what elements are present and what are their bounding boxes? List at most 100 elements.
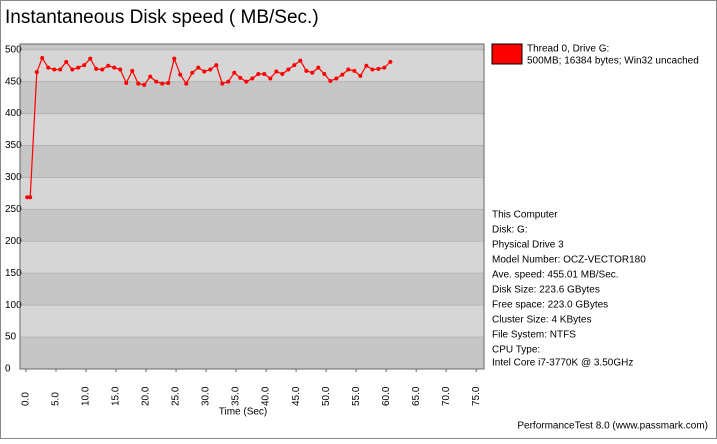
- x-tick-label: 75.0: [471, 386, 482, 406]
- info-line: Intel Core i7-3770K @ 3.50GHz: [492, 358, 633, 369]
- y-tick-label: 200: [5, 236, 22, 247]
- point: [46, 65, 51, 70]
- y-tick-label: 350: [5, 140, 22, 151]
- point: [178, 72, 183, 77]
- point: [298, 58, 303, 63]
- point: [346, 67, 351, 72]
- point: [70, 67, 75, 72]
- y-tick-label: 300: [5, 172, 22, 183]
- point: [238, 75, 243, 80]
- legend-label: Thread 0, Drive G:: [527, 44, 609, 55]
- point: [52, 67, 57, 72]
- point: [154, 79, 159, 84]
- footer: PerformanceTest 8.0 (www.passmark.com): [517, 421, 708, 432]
- band: [20, 44, 484, 50]
- point: [316, 65, 321, 70]
- point: [214, 63, 219, 68]
- point: [40, 56, 45, 61]
- point: [58, 67, 63, 72]
- point: [166, 80, 171, 85]
- x-tick-label: 45.0: [291, 386, 302, 406]
- point: [184, 81, 189, 86]
- x-tick-label: 10.0: [81, 386, 92, 406]
- x-tick-label: 50.0: [321, 386, 332, 406]
- info-line: Disk Size: 223.6 GBytes: [492, 285, 600, 296]
- point: [352, 68, 357, 73]
- info-line: This Computer: [492, 210, 558, 221]
- point: [304, 68, 309, 73]
- x-tick-label: 20.0: [141, 386, 152, 406]
- point: [160, 81, 165, 86]
- point: [250, 76, 255, 81]
- point: [280, 72, 285, 77]
- band: [20, 81, 484, 114]
- point: [262, 72, 267, 77]
- info-line: Free space: 223.0 GBytes: [492, 300, 608, 311]
- point: [328, 79, 333, 84]
- x-tick-label: 70.0: [441, 386, 452, 406]
- info-line: File System: NTFS: [492, 330, 576, 341]
- band: [20, 49, 484, 82]
- point: [310, 70, 315, 75]
- x-tick-label: 0.0: [21, 392, 32, 406]
- point: [322, 72, 327, 77]
- point: [82, 63, 87, 68]
- y-tick-label: 250: [5, 204, 22, 215]
- point: [100, 67, 105, 72]
- point: [274, 69, 279, 74]
- band: [20, 337, 484, 369]
- info-line: Model Number: OCZ-VECTOR180: [492, 255, 646, 266]
- info-line: Ave. speed: 455.01 MB/Sec.: [492, 270, 619, 281]
- x-tick-label: 5.0: [51, 392, 62, 406]
- point: [220, 81, 225, 86]
- x-tick-label: 35.0: [231, 386, 242, 406]
- point: [25, 195, 30, 200]
- x-tick-label: 40.0: [261, 386, 272, 406]
- plot-border: [19, 43, 485, 370]
- x-tick-label: 15.0: [111, 386, 122, 406]
- point: [130, 68, 135, 73]
- band: [20, 177, 484, 210]
- point: [334, 76, 339, 81]
- point: [112, 65, 117, 70]
- point: [388, 59, 393, 64]
- point: [196, 65, 201, 70]
- legend-detail: 500MB; 16384 bytes; Win32 uncached: [527, 56, 699, 67]
- point: [106, 63, 111, 68]
- point: [244, 79, 249, 84]
- x-tick-label: 25.0: [171, 386, 182, 406]
- point: [172, 56, 177, 61]
- y-tick-label: 100: [5, 300, 22, 311]
- point: [376, 66, 381, 71]
- point: [256, 72, 261, 77]
- point: [28, 195, 33, 200]
- point: [340, 72, 345, 77]
- y-tick-label: 150: [5, 268, 22, 279]
- point: [94, 66, 99, 71]
- point: [142, 82, 147, 87]
- point: [76, 65, 81, 70]
- info-line: Cluster Size: 4 KBytes: [492, 315, 591, 326]
- point: [364, 63, 369, 68]
- band: [20, 209, 484, 242]
- band: [20, 273, 484, 306]
- x-tick-label: 60.0: [381, 386, 392, 406]
- legend-swatch: [491, 43, 523, 65]
- point: [358, 73, 363, 78]
- x-axis-label: Time (Sec): [219, 407, 268, 418]
- point: [190, 70, 195, 75]
- point: [382, 65, 387, 70]
- point: [226, 79, 231, 84]
- y-tick-label: 500: [5, 44, 22, 55]
- point: [292, 63, 297, 68]
- point: [202, 69, 207, 74]
- info-line: CPU Type:: [492, 345, 540, 356]
- y-tick-label: 0: [5, 364, 11, 375]
- info-line: Physical Drive 3: [492, 240, 564, 251]
- x-tick-label: 65.0: [411, 386, 422, 406]
- point: [136, 81, 141, 86]
- point: [370, 67, 375, 72]
- point: [286, 67, 291, 72]
- band: [20, 241, 484, 274]
